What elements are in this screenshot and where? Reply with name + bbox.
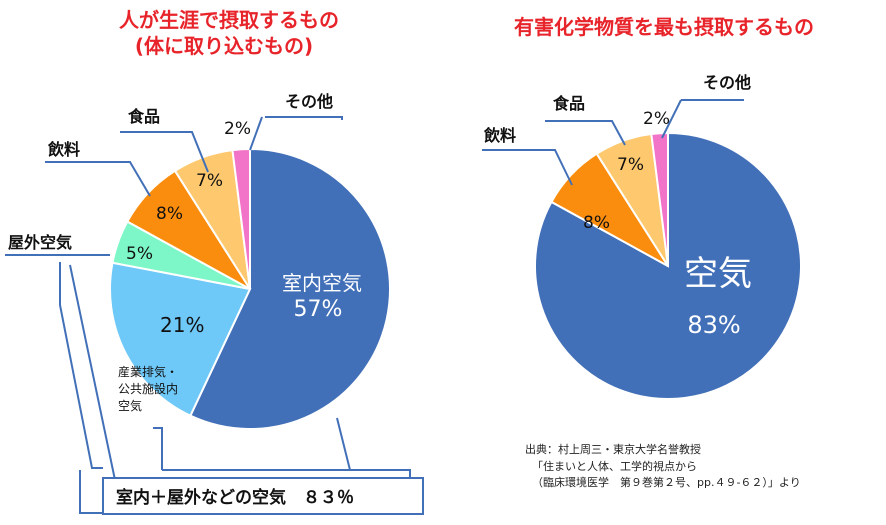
value-indoor-1: 57% <box>294 297 343 322</box>
pie1-slice-0 <box>189 147 391 430</box>
label-other-1: その他 <box>285 92 333 111</box>
value-other-1: 2% <box>224 119 251 139</box>
value-food-1: 7% <box>196 171 223 191</box>
source-line-2: 「住まいと人体、工学的視点から <box>532 459 697 473</box>
source-line-3: （臨床環境医学 第９巻第２号、pp.４９-６２）」より <box>532 475 801 489</box>
label-drink-1: 飲料 <box>47 140 80 159</box>
bracket-mid <box>153 427 163 470</box>
leader-other-1 <box>265 116 343 120</box>
pie-chart-1 <box>109 147 391 430</box>
bracket-right-end <box>350 469 411 480</box>
pie-chart-2 <box>534 131 802 400</box>
value-other-2: 2% <box>643 109 670 129</box>
value-drink-1: 8% <box>156 204 183 224</box>
pie2-slice-3 <box>650 131 669 267</box>
value-food-2: 7% <box>617 155 644 175</box>
pie1-slice-1 <box>109 261 252 418</box>
leader-food-2 <box>545 120 626 146</box>
label-food-2: 食品 <box>552 94 585 113</box>
label-outdoor-1: 屋外空気 <box>8 233 72 252</box>
label-other-2: その他 <box>703 73 751 92</box>
label-food-1: 食品 <box>127 107 160 126</box>
chart1-title: 人が生涯で摂取するもの <box>119 8 339 32</box>
value-industrial-1: 21% <box>160 313 204 337</box>
leader-other-2b <box>661 99 682 139</box>
label-industrial-1b: 公共施設内 <box>118 381 178 396</box>
label-indoor-1: 室内空気 <box>282 271 362 295</box>
label-industrial-1c: 空気 <box>118 398 142 413</box>
leader-drink-2 <box>482 149 573 186</box>
chart2-title: 有害化学物質を最も摂取するもの <box>514 15 814 39</box>
bracket-left-outer <box>59 262 103 469</box>
summary-text: 室内＋屋外などの空気 ８３％ <box>116 487 354 508</box>
summary-box <box>102 477 424 515</box>
leader-drink-1 <box>45 161 151 197</box>
source-line-1: 出典：村上周三・東京大学名誉教授 <box>525 442 701 456</box>
bracket-bottom-left <box>79 470 103 514</box>
value-air-2: 83% <box>687 311 740 339</box>
leader-other-1b <box>249 116 263 151</box>
value-drink-2: 8% <box>583 213 610 233</box>
bracket-right <box>336 417 351 471</box>
leader-food-1 <box>120 131 209 173</box>
chart1-subtitle: (体に取り込むもの) <box>135 34 313 58</box>
label-drink-2: 飲料 <box>483 126 516 145</box>
label-industrial-1a: 産業排気・ <box>118 364 178 379</box>
label-air-2: 空気 <box>684 254 752 294</box>
value-outdoor-1: 5% <box>126 244 153 264</box>
bracket-left-inner <box>69 264 116 481</box>
